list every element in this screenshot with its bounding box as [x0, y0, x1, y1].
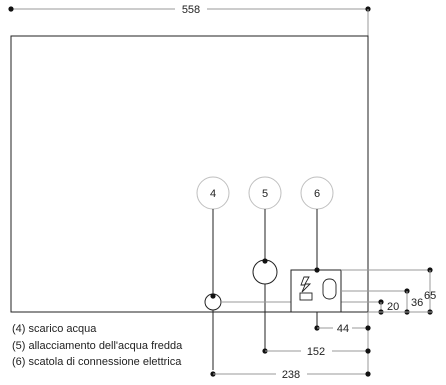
dimension-height-65: 65	[424, 267, 436, 315]
dimension-width-total: 558	[8, 4, 371, 36]
dimension-label-36: 36	[411, 297, 423, 309]
lightning-bolt-icon	[300, 276, 312, 293]
dimension-offset-238: 238	[210, 369, 371, 381]
dimension-label-152: 152	[307, 346, 325, 358]
dimension-offset-152: 152	[262, 346, 371, 358]
dimension-label-20: 20	[387, 301, 399, 313]
legend: (4) scarico acqua (5) allacciamento dell…	[12, 321, 182, 371]
callout-label-6: 6	[314, 188, 320, 200]
legend-item-electrical-box: (6) scatola di connessione elettrica	[12, 356, 182, 368]
dimension-label-65: 65	[424, 290, 436, 302]
dimension-label-44: 44	[337, 323, 349, 335]
callout-label-5: 5	[262, 188, 268, 200]
cold-water-connection	[252, 258, 278, 285]
callout-4: 4	[196, 176, 230, 370]
dimension-label-238: 238	[282, 369, 300, 381]
appliance-outline	[10, 35, 369, 313]
callout-label-4: 4	[210, 188, 216, 200]
electrical-connection-box	[290, 267, 430, 313]
socket-icon	[299, 292, 313, 301]
dimension-offset-44: 44	[314, 312, 371, 335]
callout-6: 6	[300, 176, 334, 270]
legend-item-cold-water: (5) allacciamento dell'acqua fredda	[12, 339, 183, 352]
plug-icon	[322, 278, 337, 300]
dimension-height-20: 20	[378, 299, 399, 315]
legend-item-drain: (4) scarico acqua	[12, 323, 97, 335]
dimension-height-36: 36	[404, 288, 423, 315]
dimension-label-558: 558	[182, 4, 200, 16]
